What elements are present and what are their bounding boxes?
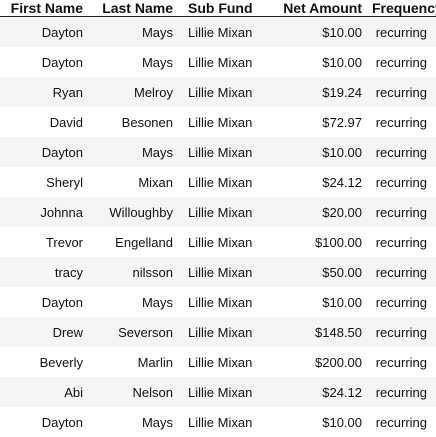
table-row[interactable]: Dayton Mays Lillie Mixan $10.00 recurring xyxy=(0,287,436,317)
net-amount-cell: $19.24 xyxy=(269,77,372,107)
last-name-cell: Engelland xyxy=(115,234,173,250)
first-name-cell: Dayton xyxy=(0,16,87,47)
sub-fund-cell: Lillie Mixan xyxy=(188,294,253,310)
frequency-cell: recurring xyxy=(372,257,436,287)
header-sub-fund[interactable]: Sub Fund xyxy=(177,0,269,17)
frequency-cell: recurring xyxy=(375,414,427,430)
header-frequency[interactable]: Frequency xyxy=(372,0,436,17)
first-name-cell: Dayton xyxy=(41,294,83,310)
frequency-cell: recurring xyxy=(372,197,436,227)
first-name-cell: Drew xyxy=(0,317,87,347)
first-name-cell: Ryan xyxy=(0,77,87,107)
header-row: First Name Last Name Sub Fund Net Amount… xyxy=(0,0,436,17)
frequency-cell: recurring xyxy=(372,77,436,107)
net-amount-cell: $24.12 xyxy=(322,174,362,190)
table-body: Dayton Mays Lillie Mixan $10.00 recurring Day… xyxy=(0,16,436,437)
sub-fund-cell: Lillie Mixan xyxy=(177,16,269,47)
header-net-amount[interactable]: Net Amount xyxy=(269,0,372,17)
sub-fund-cell: Lillie Mixan xyxy=(177,377,269,407)
table-row[interactable]: Drew Severson Lillie Mixan $148.50 recurring xyxy=(0,317,436,347)
frequency-cell: recurring xyxy=(372,317,436,347)
first-name-cell: Beverly xyxy=(39,354,83,370)
first-name-cell: Dayton xyxy=(0,137,87,167)
first-name-cell: David xyxy=(49,114,83,130)
table-row[interactable]: Sheryl Mixan Lillie Mixan $24.12 recurring xyxy=(0,167,436,197)
table-row[interactable]: Dayton Mays Lillie Mixan $10.00 recurring xyxy=(0,137,436,167)
frequency-cell: recurring xyxy=(372,377,436,407)
last-name-cell: Mays xyxy=(141,414,173,430)
table-row[interactable]: Beverly Marlin Lillie Mixan $200.00 recurrin… xyxy=(0,347,436,377)
sub-fund-cell: Lillie Mixan xyxy=(188,234,253,250)
first-name-cell: Johnna xyxy=(0,197,87,227)
last-name-cell: Mays xyxy=(141,294,173,310)
sub-fund-cell: Lillie Mixan xyxy=(188,174,253,190)
last-name-cell: Besonen xyxy=(121,114,173,130)
last-name-cell: Nelson xyxy=(87,377,177,407)
net-amount-cell: $200.00 xyxy=(315,354,362,370)
frequency-cell: recurring xyxy=(372,16,436,47)
last-name-cell: nilsson xyxy=(87,257,177,287)
net-amount-cell: $148.50 xyxy=(269,317,372,347)
table-row[interactable]: Trevor Engelland Lillie Mixan $100.00 recurr… xyxy=(0,227,436,257)
table-row[interactable]: Ryan Melroy Lillie Mixan $19.24 recurring xyxy=(0,77,436,107)
last-name-cell: Mixan xyxy=(138,174,173,190)
sub-fund-cell: Lillie Mixan xyxy=(177,197,269,227)
last-name-cell: Mays xyxy=(141,54,173,70)
frequency-cell: recurring xyxy=(375,174,427,190)
frequency-cell: recurring xyxy=(375,354,427,370)
first-name-cell: Abi xyxy=(0,377,87,407)
net-amount-cell: $50.00 xyxy=(269,257,372,287)
net-amount-cell: $100.00 xyxy=(315,234,362,250)
last-name-cell: Severson xyxy=(87,317,177,347)
sub-fund-cell: Lillie Mixan xyxy=(188,54,253,70)
frequency-cell: recurring xyxy=(375,234,427,250)
first-name-cell: tracy xyxy=(0,257,87,287)
last-name-cell: Mays xyxy=(87,16,177,47)
frequency-cell: recurring xyxy=(375,114,427,130)
table-row[interactable]: tracy nilsson Lillie Mixan $50.00 recurring xyxy=(0,257,436,287)
sub-fund-cell: Lillie Mixan xyxy=(188,414,253,430)
first-name-cell: Trevor xyxy=(45,234,83,250)
net-amount-cell: $10.00 xyxy=(269,16,372,47)
header-first-name[interactable]: First Name xyxy=(0,0,87,17)
net-amount-cell: $72.97 xyxy=(322,114,362,130)
first-name-cell: Dayton xyxy=(41,414,83,430)
sub-fund-cell: Lillie Mixan xyxy=(177,257,269,287)
net-amount-cell: $24.12 xyxy=(269,377,372,407)
frequency-cell: recurring xyxy=(372,137,436,167)
net-amount-cell: $10.00 xyxy=(322,54,362,70)
net-amount-cell: $10.00 xyxy=(322,294,362,310)
frequency-cell: recurring xyxy=(375,294,427,310)
last-name-cell: Mays xyxy=(87,137,177,167)
sub-fund-cell: Lillie Mixan xyxy=(177,137,269,167)
net-amount-cell: $10.00 xyxy=(322,414,362,430)
table-row[interactable]: David Besonen Lillie Mixan $72.97 recurring xyxy=(0,107,436,137)
header-last-name[interactable]: Last Name xyxy=(87,0,177,17)
frequency-cell: recurring xyxy=(375,54,427,70)
net-amount-cell: $20.00 xyxy=(269,197,372,227)
table-row[interactable]: Dayton Mays Lillie Mixan $10.00 recurring xyxy=(0,47,436,77)
table-row[interactable]: Abi Nelson Lillie Mixan $24.12 recurring xyxy=(0,377,436,407)
table-row[interactable]: Dayton Mays Lillie Mixan $10.00 recurring xyxy=(0,407,436,437)
last-name-cell: Willoughby xyxy=(87,197,177,227)
table-row[interactable]: Johnna Willoughby Lillie Mixan $20.00 recurr… xyxy=(0,197,436,227)
last-name-cell: Marlin xyxy=(137,354,173,370)
first-name-cell: Sheryl xyxy=(46,174,83,190)
table-row[interactable]: Dayton Mays Lillie Mixan $10.00 recurring xyxy=(0,16,436,47)
net-amount-cell: $10.00 xyxy=(269,137,372,167)
sub-fund-cell: Lillie Mixan xyxy=(188,114,253,130)
first-name-cell: Dayton xyxy=(41,54,83,70)
sub-fund-cell: Lillie Mixan xyxy=(177,77,269,107)
sub-fund-cell: Lillie Mixan xyxy=(177,317,269,347)
sub-fund-cell: Lillie Mixan xyxy=(188,354,253,370)
last-name-cell: Melroy xyxy=(87,77,177,107)
